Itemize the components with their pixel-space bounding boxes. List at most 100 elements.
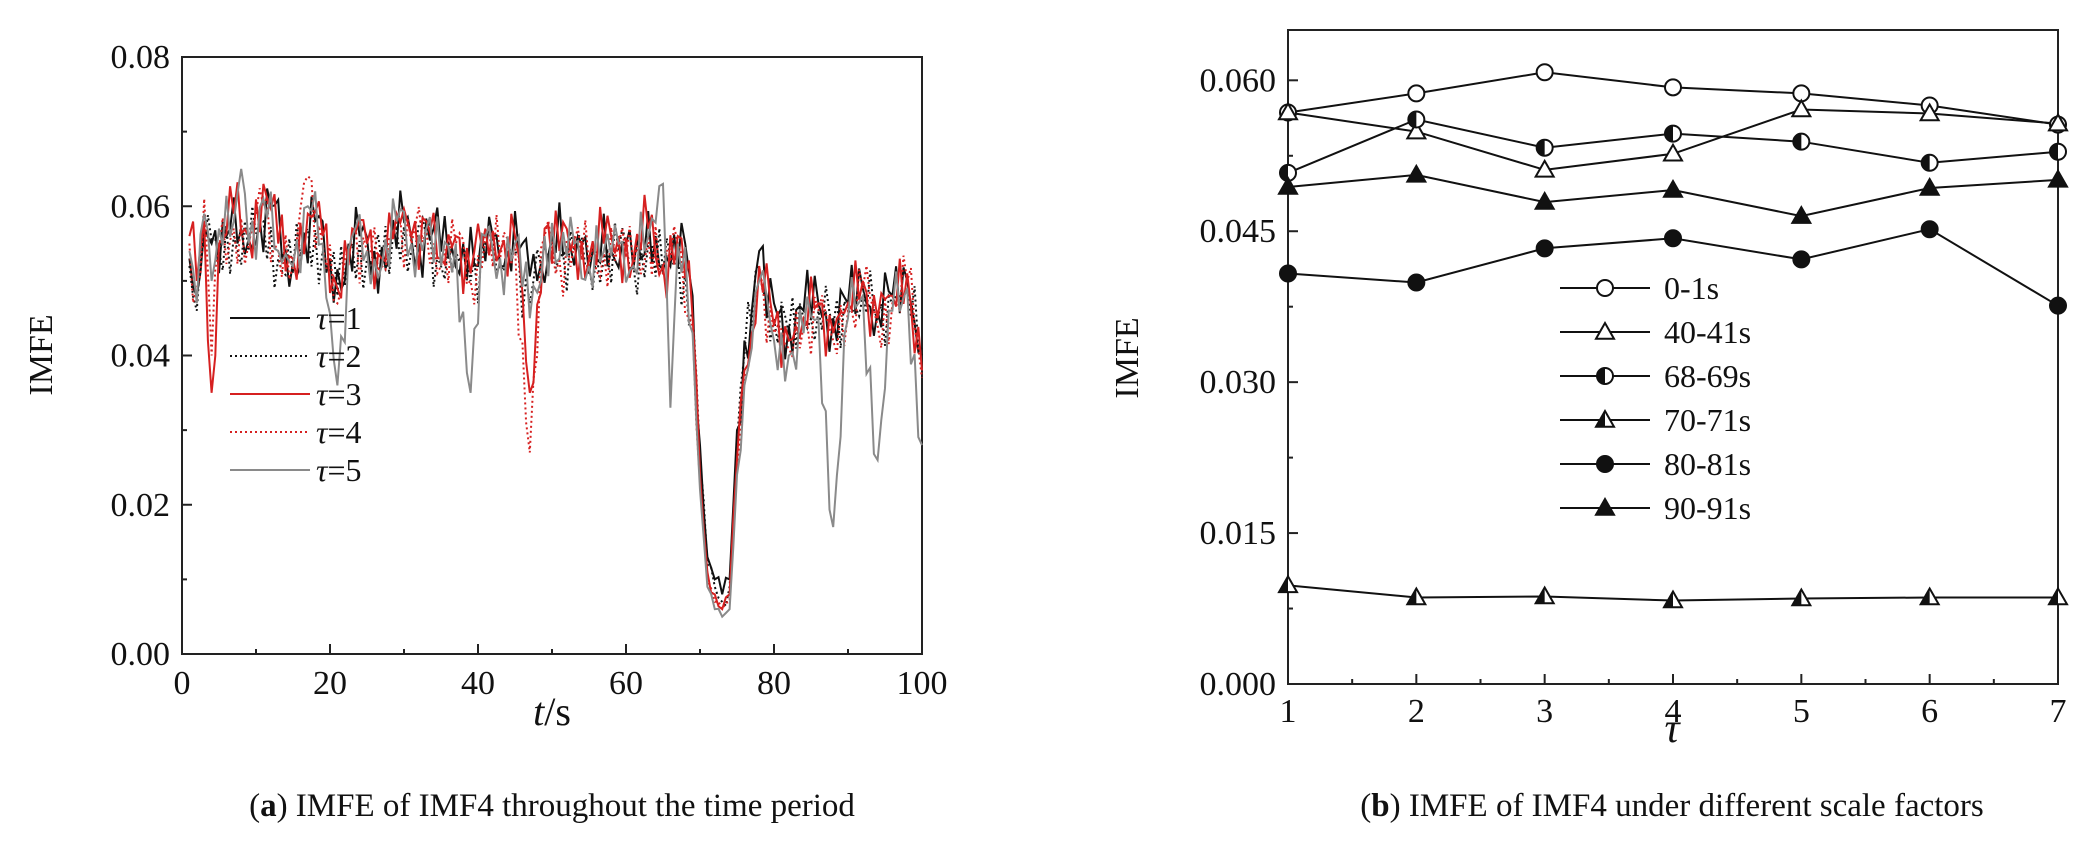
chart-b-point-1 <box>1535 63 1554 82</box>
chart-b-point-3-half <box>2050 143 2058 160</box>
chart-b-xlabel: τ <box>1664 706 1681 752</box>
chart-a-ytick-label: 0.06 <box>111 188 171 225</box>
chart-b-legend-label: 0-1s <box>1664 270 1719 306</box>
chart-b-point-1 <box>1407 84 1426 103</box>
chart-b-point-6 <box>1662 178 1684 198</box>
chart-a-legend-tau: τ <box>316 300 329 336</box>
chart-b-ytick-label: 0.045 <box>1200 213 1277 250</box>
chart-b-point-4-half <box>2049 588 2058 605</box>
chart-b-legend-marker <box>1594 496 1616 516</box>
chart-b-point-3-half <box>1536 139 1545 156</box>
chart-b-xtick-label: 2 <box>1408 693 1425 730</box>
chart-a-legend-value: =2 <box>327 338 361 374</box>
chart-a-legend-value: =5 <box>327 452 361 488</box>
chart-a-legend-value: =3 <box>327 376 361 412</box>
chart-b-point-5 <box>1279 264 1297 283</box>
chart-b-point-2 <box>1662 142 1684 162</box>
chart-a-series-line-2 <box>188 206 923 608</box>
chart-a-legend-tau: τ <box>316 452 329 488</box>
chart-b-point-3-half <box>1793 133 1802 150</box>
chart-b-point-5 <box>1664 229 1682 248</box>
chart-b-point-5 <box>1920 220 1939 239</box>
chart-b-point-2 <box>1790 98 1813 118</box>
chart-b-ytick-label: 0.030 <box>1200 364 1277 401</box>
chart-b-legend-label: 40-41s <box>1664 314 1751 350</box>
chart-a-series-line-4 <box>188 174 923 612</box>
chart-b-point-6 <box>1790 205 1813 224</box>
chart-a-caption: (a) IMFE of IMF4 throughout the time per… <box>249 788 855 824</box>
chart-b-point-6 <box>1533 191 1556 210</box>
chart-b-xtick-label: 1 <box>1280 693 1297 730</box>
chart-b-caption: (b) IMFE of IMF4 under different scale f… <box>1360 788 1984 824</box>
chart-a-legend-label: τ=4 <box>316 414 362 450</box>
chart-a-time-period: 0 20 40 60 80 100 0.00 0.02 0.04 0.06 0.08 IMFE t/… <box>23 39 948 824</box>
chart-b-point-5 <box>1407 273 1426 292</box>
chart-a-xtick-label: 100 <box>897 665 948 702</box>
chart-b-point-3-half <box>1921 154 1930 171</box>
chart-b-legend-marker-half <box>1596 411 1605 427</box>
chart-b-xtick-label: 3 <box>1536 693 1553 730</box>
chart-b-point-2 <box>2047 112 2069 132</box>
chart-a-ylabel: IMFE <box>23 314 60 395</box>
chart-b-xtick-label: 6 <box>1921 693 1938 730</box>
chart-a-legend-tau: τ <box>316 414 329 450</box>
chart-b-ylabel: IMFE <box>1109 317 1146 398</box>
chart-a-legend-tau: τ <box>316 376 329 412</box>
chart-a-plot-frame <box>181 56 923 655</box>
chart-b-legend-label: 70-71s <box>1664 402 1751 438</box>
chart-b-legend-marker <box>1596 279 1614 297</box>
chart-b-point-6 <box>1405 163 1428 183</box>
chart-a-series <box>188 168 923 619</box>
chart-a-legend-value: =1 <box>327 300 361 336</box>
chart-b-point-2 <box>1918 102 1941 122</box>
chart-b-point-3-half <box>1408 111 1417 128</box>
chart-b-ytick-label: 0.060 <box>1200 62 1277 99</box>
chart-b-point-4-half <box>1535 587 1545 604</box>
chart-b-point-5 <box>1535 239 1554 258</box>
chart-b-point-4-half <box>1664 591 1673 608</box>
chart-b-point-1 <box>1664 78 1682 97</box>
chart-a-ytick-label: 0.02 <box>111 487 171 524</box>
chart-b-point-5 <box>2049 296 2067 315</box>
chart-a-ytick-label: 0.04 <box>111 338 171 375</box>
chart-b-ytick-label: 0.000 <box>1200 666 1277 703</box>
chart-b-ticks: 1 2 3 4 5 6 7 0.000 0.015 0.030 0.045 0.060 <box>1200 62 2067 730</box>
chart-b-legend-label: 68-69s <box>1664 358 1751 394</box>
chart-a-xlabel: t/s <box>533 689 571 734</box>
chart-b-ytick-label: 0.015 <box>1200 515 1277 552</box>
chart-a-legend: τ=1τ=2τ=3τ=4τ=5 <box>230 300 362 488</box>
chart-b-point-5 <box>1792 250 1811 269</box>
chart-b-point-2 <box>1533 158 1556 178</box>
chart-b-point-4-half <box>1920 588 1930 605</box>
chart-b-point-6 <box>2047 168 2069 188</box>
chart-b-point-3-half <box>1280 164 1288 181</box>
chart-b-point-4-half <box>1279 576 1288 593</box>
chart-a-legend-tau: τ <box>316 338 329 374</box>
chart-b-point-2 <box>1277 101 1299 121</box>
chart-a-legend-value: =4 <box>327 414 361 450</box>
chart-a-legend-label: τ=2 <box>316 338 362 374</box>
chart-a-legend-label: τ=1 <box>316 300 362 336</box>
chart-a-legend-label: τ=3 <box>316 376 362 412</box>
chart-b-point-3-half <box>1665 125 1673 142</box>
chart-b-xtick-label: 5 <box>1793 693 1810 730</box>
chart-b-legend-label: 90-91s <box>1664 490 1751 526</box>
chart-b-point-4-half <box>1792 589 1802 606</box>
chart-a-ticks: 0 20 40 60 80 100 0.00 0.02 0.04 0.06 0.08 <box>111 39 948 702</box>
chart-a-legend-label: τ=5 <box>316 452 362 488</box>
chart-a-ytick-label: 0.08 <box>111 39 171 76</box>
chart-b-legend: 0-1s 40-41s 68-69s 70-71s 80-81s 90-91s <box>1560 270 1751 526</box>
chart-a-ytick-label: 0.00 <box>111 636 171 673</box>
chart-b-xtick-label: 4 <box>1665 693 1682 730</box>
chart-b-point-6 <box>1277 175 1299 195</box>
chart-b-point-2 <box>1405 120 1428 140</box>
chart-b-legend-marker-half <box>1597 368 1605 384</box>
chart-b-legend-label: 80-81s <box>1664 446 1751 482</box>
chart-b-series <box>1277 63 2069 609</box>
chart-a-xtick-label: 80 <box>757 665 791 702</box>
chart-a-xtick-label: 40 <box>461 665 495 702</box>
chart-b-xtick-label: 7 <box>2050 693 2067 730</box>
chart-a-xtick-label: 60 <box>609 665 643 702</box>
